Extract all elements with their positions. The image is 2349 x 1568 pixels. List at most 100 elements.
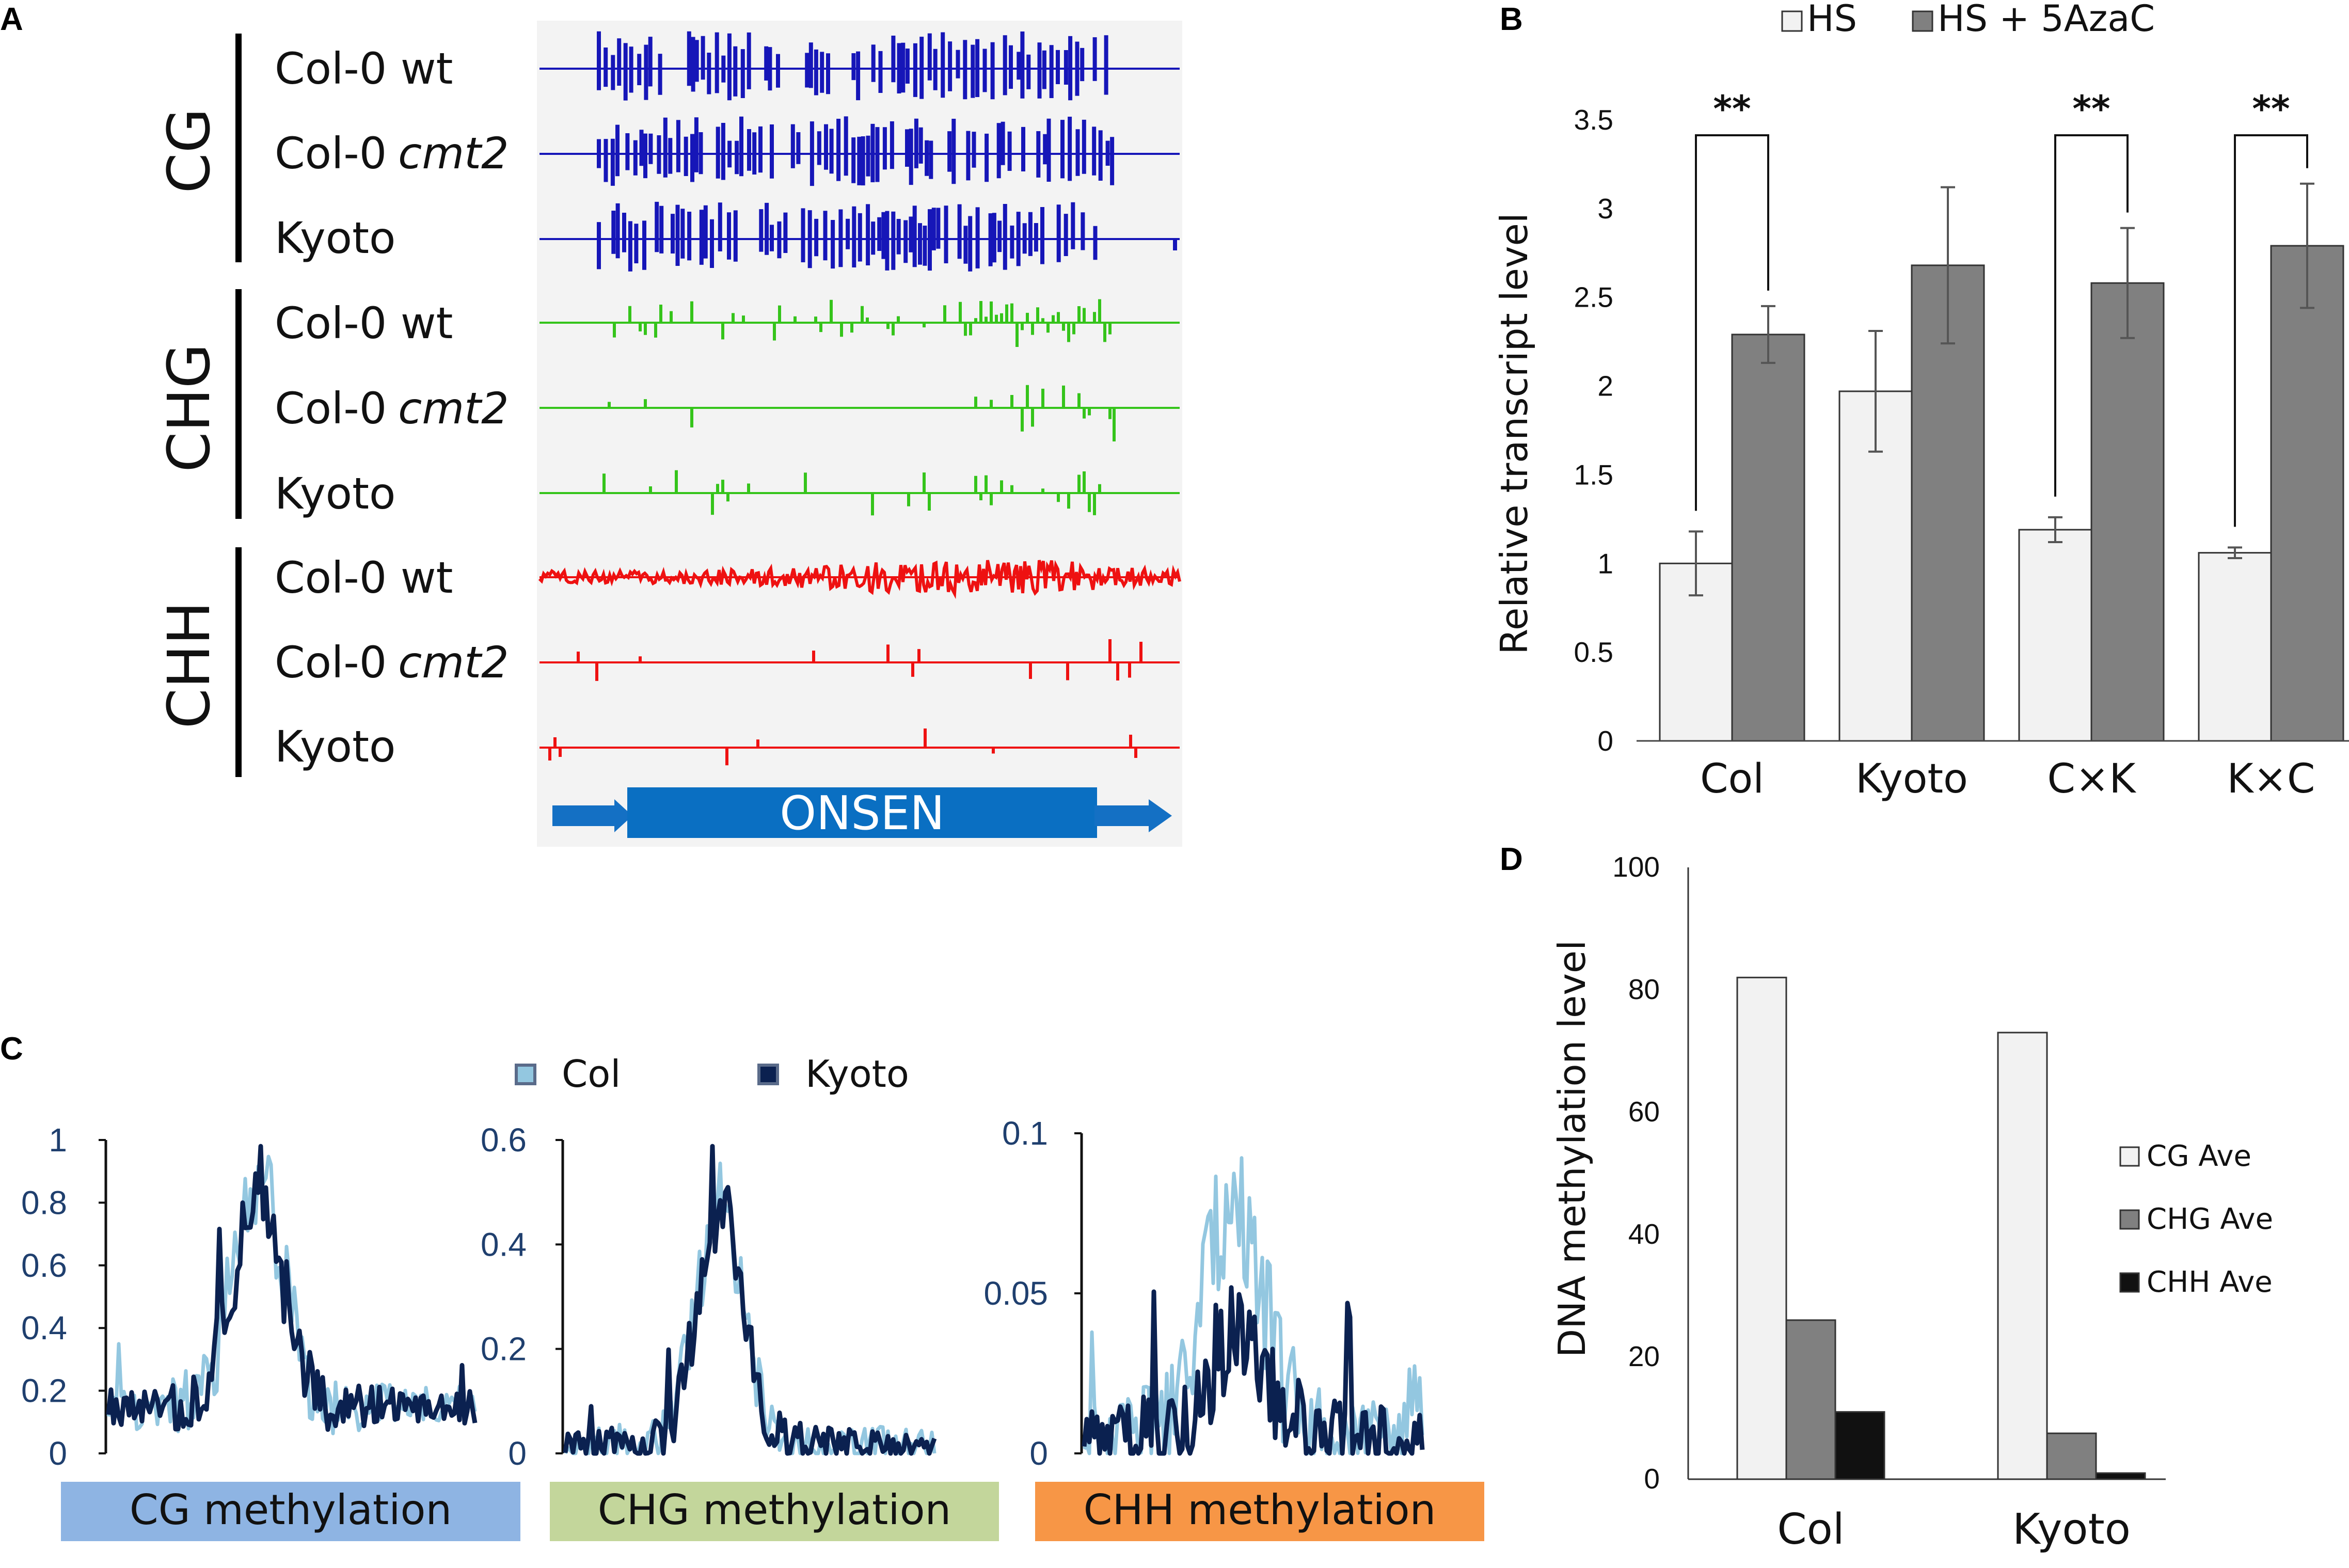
y-tick-label-c: 0.4 — [481, 1226, 527, 1263]
panel-d-label: D — [1500, 842, 1523, 877]
legend-label-kyoto: Kyoto — [805, 1052, 909, 1096]
onsen-gene-model: ONSEN — [552, 786, 1172, 841]
onsen-box — [627, 787, 1097, 838]
chh-methylation-signal — [548, 728, 1137, 766]
panel-b-label: B — [1500, 2, 1523, 37]
y-tick-label-b: 3 — [1597, 193, 1613, 225]
track-cg-3 — [539, 201, 1180, 272]
track-label: Col-0 cmt2 — [275, 637, 509, 688]
subplot-chh: 0 0.05 0.1 CHH methylation — [983, 1115, 1484, 1541]
bar-chg — [2046, 1432, 2097, 1480]
legend-label-chg: CHG Ave — [2147, 1202, 2273, 1236]
legend-b: HS HS + 5AzaC — [1781, 0, 2155, 40]
track-chh-2 — [539, 639, 1180, 681]
line-kyoto — [106, 1144, 478, 1432]
significance-stars: ** — [1713, 88, 1751, 130]
error-bar — [1761, 305, 1775, 364]
y-tick-label-c: 0.8 — [21, 1184, 67, 1221]
subplot-label: CG methylation — [130, 1486, 452, 1534]
chart-d: 0 20 40 60 80 100 Col Kyoto — [1612, 851, 2166, 1554]
x-tick-label-b: Kyoto — [1855, 756, 1968, 802]
cg-methylation-signal — [597, 31, 1108, 101]
y-tick-label-b: 0.5 — [1574, 636, 1613, 668]
bar-chg — [1785, 1319, 1836, 1480]
subplot-label-box — [550, 1482, 999, 1541]
legend-label-cg: CG Ave — [2147, 1139, 2251, 1173]
x-tick-label-d: Kyoto — [2012, 1505, 2131, 1554]
bar-chh — [2095, 1472, 2146, 1480]
y-tick-label-c: 1 — [49, 1121, 67, 1159]
chh-methylation-signal — [577, 639, 1142, 681]
y-tick-label-b: 1 — [1597, 547, 1613, 579]
track-label: Kyoto — [275, 468, 395, 519]
track-label: Col-0 wt — [275, 552, 453, 603]
track-chh-3 — [539, 728, 1180, 766]
chart-c: 0 0.2 0.4 0.6 0.8 1 CG methylation 0 0.2 0.4 0.6 CH… — [21, 1115, 1484, 1541]
subplot-label-box — [1035, 1482, 1484, 1541]
bar-cg — [1736, 976, 1787, 1480]
context-group-cg: CG Col-0 wt Col-0 cmt2 Kyoto — [156, 34, 509, 263]
bar-hs-5azac — [1731, 334, 1805, 742]
line-kyoto — [563, 1144, 937, 1456]
gene-arrow-right-head — [1149, 799, 1172, 832]
track-cg-2 — [539, 116, 1180, 186]
y-tick-label-d: 0 — [1644, 1463, 1660, 1495]
legend-label-col: Col — [562, 1052, 621, 1096]
track-label: Col-0 cmt2 — [275, 383, 509, 434]
error-bar — [1941, 186, 1955, 345]
x-tick-label-d: Col — [1777, 1505, 1844, 1554]
legend-c: Col Kyoto — [515, 1052, 909, 1096]
bar-hs-5azac — [2270, 245, 2344, 742]
chart-b: 0 0.5 1 1.5 2 2.5 3 3.5 Col Kyoto C×K K×C ** ** ** — [1574, 88, 2349, 802]
gene-arrow-left-head — [614, 799, 632, 832]
line-col — [563, 1161, 937, 1455]
y-tick-label-d: 80 — [1628, 973, 1660, 1005]
track-label: Kyoto — [275, 213, 395, 263]
y-tick-label-b: 0 — [1597, 725, 1613, 757]
context-label-cg: CG — [156, 108, 223, 194]
methylation-tracks — [538, 31, 1181, 766]
legend-swatch-chg — [2119, 1209, 2140, 1230]
subplot-label: CHH methylation — [1084, 1486, 1436, 1534]
y-tick-label-d: 100 — [1612, 851, 1660, 883]
legend-swatch-chh — [2119, 1272, 2140, 1293]
cg-methylation-signal — [597, 201, 1177, 272]
error-bar — [2228, 546, 2242, 559]
legend-label-hs-5azac: HS + 5AzaC — [1938, 0, 2155, 40]
panel-a-label: A — [0, 2, 23, 37]
legend-label-chh: CHH Ave — [2147, 1265, 2273, 1299]
context-group-chg: CHG Col-0 wt Col-0 cmt2 Kyoto — [156, 289, 509, 519]
cg-methylation-signal — [597, 116, 1115, 186]
line-kyoto — [1082, 1285, 1425, 1456]
context-label-chg: CHG — [156, 343, 223, 472]
legend-swatch-hs — [1781, 10, 1803, 32]
line-col — [106, 1154, 477, 1435]
bar-hs — [2198, 552, 2272, 742]
y-tick-label-c: 0.4 — [21, 1309, 67, 1347]
context-label-chh: CHH — [156, 601, 223, 729]
y-axis-title-d: DNA methylation level — [1550, 940, 1594, 1358]
y-axis-title-b: Relative transcript level — [1493, 213, 1536, 655]
legend-d: CG Ave CHG Ave CHH Ave — [2119, 1139, 2273, 1299]
y-tick-label-b: 3.5 — [1574, 104, 1613, 136]
y-tick-label-b: 2 — [1597, 370, 1613, 402]
track-chh-1 — [538, 560, 1181, 599]
y-tick-label-b: 1.5 — [1574, 458, 1613, 490]
bar-hs-5azac — [1911, 264, 1985, 742]
y-tick-label-c: 0.2 — [21, 1372, 67, 1409]
legend-swatch-hs-5azac — [1912, 10, 1933, 32]
track-cg-1 — [539, 31, 1180, 101]
chh-methylation-signal — [538, 560, 1181, 599]
y-tick-label-d: 60 — [1628, 1096, 1660, 1128]
bar-cg — [1997, 1032, 2048, 1480]
error-bar — [1689, 530, 1703, 597]
track-label: Kyoto — [275, 721, 395, 772]
chg-methylation-signal — [608, 385, 1116, 441]
legend-swatch-kyoto — [757, 1064, 779, 1085]
track-chg-1 — [539, 299, 1180, 347]
error-bar — [1868, 330, 1883, 453]
y-tick-label-c: 0.6 — [21, 1247, 67, 1284]
track-chg-3 — [539, 470, 1180, 516]
chg-methylation-signal — [613, 299, 1112, 347]
